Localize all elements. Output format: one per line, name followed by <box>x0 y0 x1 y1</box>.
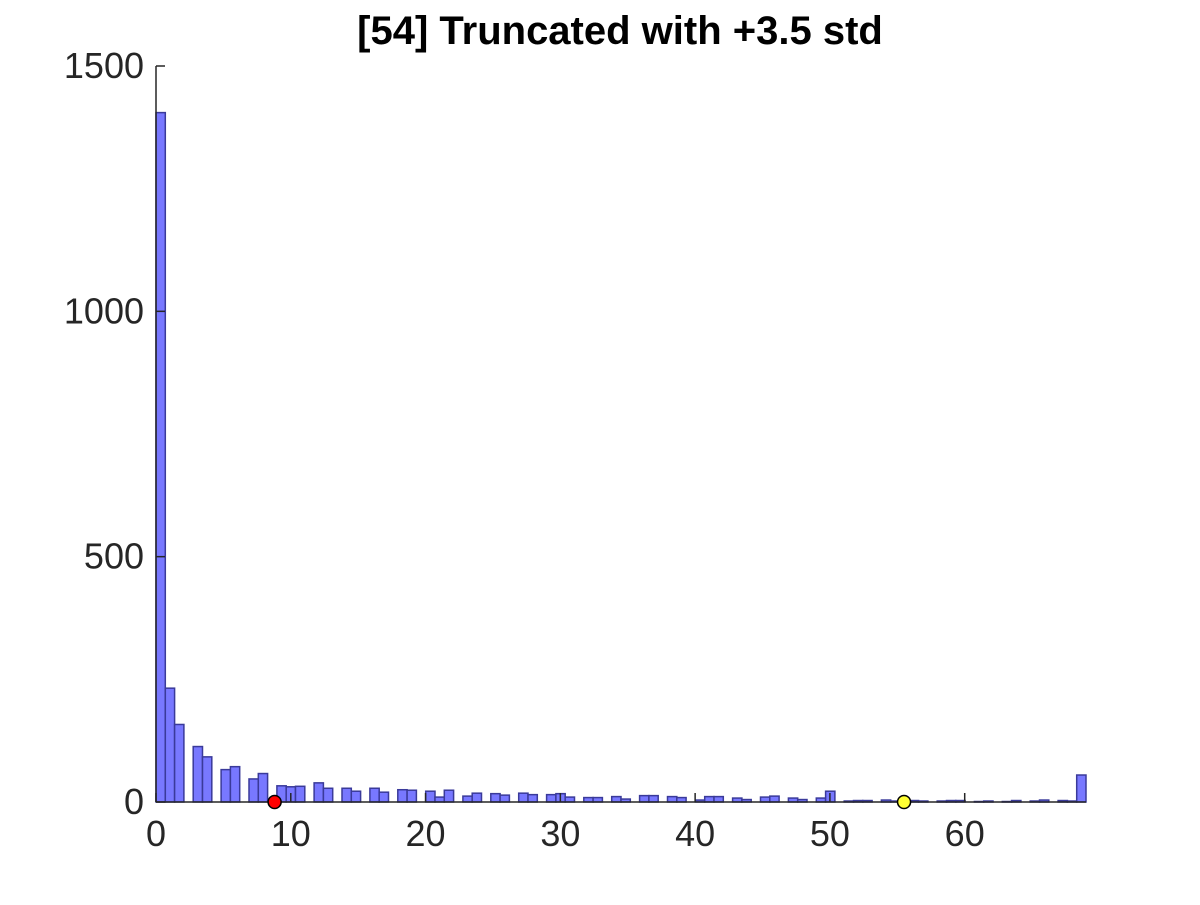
x-tick-label: 10 <box>271 813 311 854</box>
data-marker <box>267 794 282 810</box>
chart-title: [54] Truncated with +3.5 std <box>357 9 883 53</box>
histogram-bar <box>192 745 204 803</box>
x-tick-label: 60 <box>945 813 985 854</box>
histogram-bar <box>1075 774 1087 803</box>
histogram-bar <box>517 792 529 803</box>
histogram-bar <box>462 795 473 803</box>
histogram-bar <box>322 787 334 803</box>
histogram-bar <box>378 791 390 803</box>
x-tick-label: 20 <box>406 813 446 854</box>
histogram-bar <box>341 787 353 803</box>
markers-layer <box>267 794 912 810</box>
histogram-bar <box>164 687 176 803</box>
histogram-bar <box>471 792 483 803</box>
histogram-bar <box>155 111 167 803</box>
y-tick-label: 1000 <box>64 290 144 331</box>
histogram-bar <box>610 795 622 803</box>
histogram-bar <box>220 768 232 803</box>
bars-layer <box>155 111 1087 803</box>
histogram-bar <box>666 795 678 803</box>
histogram-bar <box>229 765 241 803</box>
axes-layer <box>155 66 1086 803</box>
histogram-bar <box>294 785 306 803</box>
histogram-bar <box>257 772 269 803</box>
histogram-bar <box>369 787 380 803</box>
histogram-bar <box>648 794 659 803</box>
x-tick-label: 30 <box>540 813 580 854</box>
histogram-bar <box>490 792 501 803</box>
histogram-bar <box>638 794 650 803</box>
y-tick-label: 0 <box>124 781 144 822</box>
histogram-bar <box>406 789 418 803</box>
histogram-bar <box>424 790 436 803</box>
histogram-bar <box>313 782 325 803</box>
histogram-bar <box>397 788 408 803</box>
data-marker <box>896 794 912 810</box>
x-tick-label: 40 <box>675 813 715 854</box>
histogram-bar <box>713 795 725 803</box>
ticks-layer: 0 10 20 30 40 50 60 0 500 1000 1500 <box>64 45 985 854</box>
histogram-bar <box>443 789 455 803</box>
histogram-bar <box>769 795 780 803</box>
histogram-bar <box>201 756 213 803</box>
x-tick-label: 0 <box>146 813 166 854</box>
histogram-bar <box>499 794 511 803</box>
histogram-bar <box>248 778 260 803</box>
histogram-bar <box>527 793 539 803</box>
histogram-bar <box>545 793 557 803</box>
histogram-bar <box>350 790 362 803</box>
histogram-bar <box>703 795 715 803</box>
x-tick-label: 50 <box>810 813 850 854</box>
histogram-bar <box>173 723 185 803</box>
y-tick-label: 500 <box>84 536 144 577</box>
y-tick-label: 1500 <box>64 45 144 86</box>
